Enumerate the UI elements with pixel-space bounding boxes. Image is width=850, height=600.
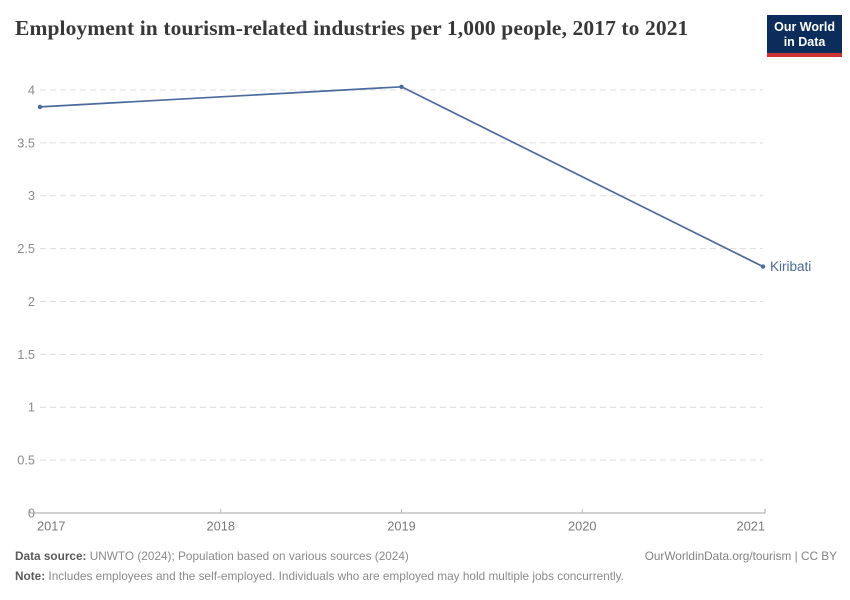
x-tick-label-2019: 2019 [387,519,415,534]
attribution-text: OurWorldinData.org/tourism | CC BY [644,549,837,563]
owid-logo: Our World in Data [767,15,842,57]
y-tick-label-2.5: 2.5 [17,241,35,256]
entity-label-kiribati: Kiribati [770,259,811,274]
data-point-kiribati-2017 [37,104,43,110]
owid-logo-text-line1: Our World [774,20,835,34]
footer-note-row: Note: Includes employees and the self-em… [15,566,837,586]
y-tick-label-0.5: 0.5 [17,453,35,468]
x-tick-label-2021: 2021 [737,519,765,534]
note-value: Includes employees and the self-employed… [45,569,624,583]
data-source-label: Data source: [15,549,87,563]
note-label: Note: [15,569,46,583]
y-tick-label-1.5: 1.5 [17,347,35,362]
data-point-kiribati-2021 [760,264,766,269]
chart-footer: Data source: UNWTO (2024); Population ba… [15,546,837,586]
y-tick-label-3.5: 3.5 [17,135,35,150]
x-tick-label-2017: 2017 [37,519,65,534]
footer-source-row: Data source: UNWTO (2024); Population ba… [15,546,837,566]
y-tick-label-1: 1 [28,400,35,415]
x-tick-label-2020: 2020 [568,519,596,534]
data-source-value: UNWTO (2024); Population based on variou… [86,549,409,563]
chart-title: Employment in tourism-related industries… [15,16,689,40]
y-tick-label-3: 3 [28,188,35,203]
data-point-kiribati-2019 [399,84,404,89]
y-tick-label-4: 4 [28,82,35,97]
data-source-text: Data source: UNWTO (2024); Population ba… [15,546,409,566]
y-tick-label-2: 2 [28,294,35,309]
x-tick-label-2018: 2018 [207,519,235,534]
owid-logo-text-line2: in Data [783,34,826,49]
line-chart: 0 0.5 1 1.5 2 2.5 3 3.5 4 2017 2018 2019 2020 2021 Kir… [0,70,850,550]
series-line-kiribati [39,85,764,268]
